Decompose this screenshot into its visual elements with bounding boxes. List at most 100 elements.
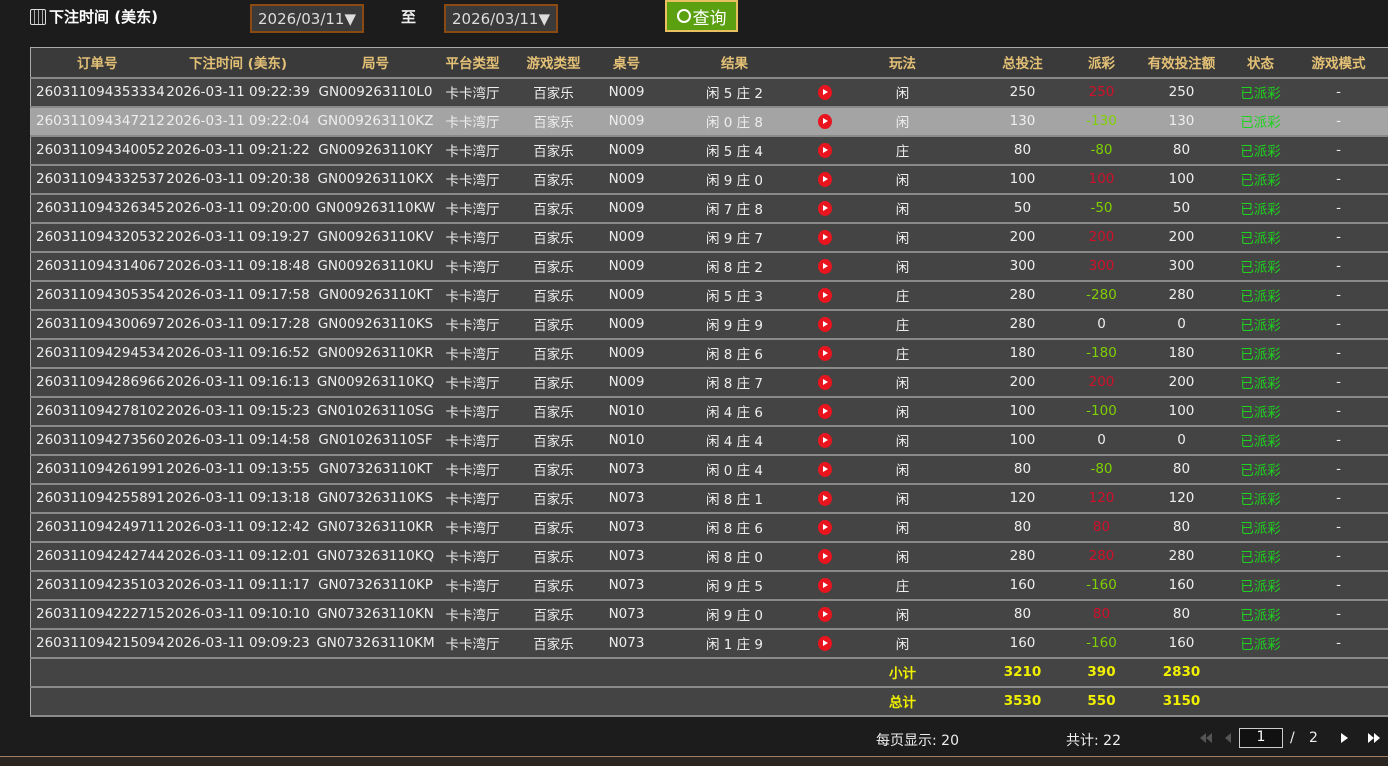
- game-mode: -: [1288, 338, 1388, 369]
- platform: 卡卡湾厅: [438, 251, 507, 282]
- platform: 卡卡湾厅: [438, 425, 507, 456]
- table-row[interactable]: 260311094353334 2026-03-11 09:22:39 GN0092…: [30, 77, 1388, 108]
- replay-cell: [816, 599, 833, 630]
- game-mode: -: [1288, 454, 1388, 485]
- table-row[interactable]: 260311094340052 2026-03-11 09:21:22 GN0092…: [30, 135, 1388, 166]
- order-id: 260311094249711: [30, 512, 164, 543]
- game-mode: -: [1288, 628, 1388, 659]
- table-row[interactable]: 260311094273560 2026-03-11 09:14:58 GN0102…: [30, 425, 1388, 456]
- play-video-icon[interactable]: [817, 345, 832, 361]
- platform: 卡卡湾厅: [438, 309, 507, 340]
- payout: 100: [1072, 164, 1131, 195]
- first-page-icon-b[interactable]: [1206, 733, 1212, 743]
- play-video-icon[interactable]: [817, 229, 832, 245]
- bet-type: 闲: [832, 251, 973, 282]
- bet-type: 闲: [832, 483, 973, 514]
- bet-time: 2026-03-11 09:12:01: [163, 541, 313, 572]
- last-page-icon[interactable]: [1368, 733, 1374, 743]
- play-video-icon[interactable]: [817, 287, 832, 303]
- total-count-label: 共计: 22: [1066, 733, 1121, 749]
- round-id: GN073263110KS: [312, 483, 439, 514]
- play-video-icon[interactable]: [817, 635, 832, 651]
- bet-type: 庄: [832, 280, 973, 311]
- result: 闲 9 庄 0: [652, 164, 817, 195]
- order-id: 260311094340052: [30, 135, 164, 166]
- order-id: 260311094255891: [30, 483, 164, 514]
- play-video-icon[interactable]: [817, 490, 832, 506]
- bet-time: 2026-03-11 09:20:00: [163, 193, 313, 224]
- round-id: GN009263110KU: [312, 251, 439, 282]
- total-bet: 200: [972, 367, 1073, 398]
- table-row[interactable]: 260311094332537 2026-03-11 09:20:38 GN0092…: [30, 164, 1388, 195]
- play-video-icon[interactable]: [817, 171, 832, 187]
- round-id: GN009263110KT: [312, 280, 439, 311]
- table-row[interactable]: 260311094242744 2026-03-11 09:12:01 GN0732…: [30, 541, 1388, 572]
- platform: 卡卡湾厅: [438, 570, 507, 601]
- game-type: 百家乐: [506, 222, 601, 253]
- bet-time: 2026-03-11 09:15:23: [163, 396, 313, 427]
- play-video-icon[interactable]: [817, 200, 832, 216]
- table-row[interactable]: 260311094294534 2026-03-11 09:16:52 GN0092…: [30, 338, 1388, 369]
- game-type: 百家乐: [506, 338, 601, 369]
- total-bet: 250: [972, 77, 1073, 108]
- table-row[interactable]: 260311094300697 2026-03-11 09:17:28 GN0092…: [30, 309, 1388, 340]
- play-video-icon[interactable]: [817, 142, 832, 158]
- table-row[interactable]: 260311094222715 2026-03-11 09:10:10 GN0732…: [30, 599, 1388, 630]
- play-video-icon[interactable]: [817, 519, 832, 535]
- page-input[interactable]: 1: [1239, 728, 1283, 748]
- table-row[interactable]: 260311094255891 2026-03-11 09:13:18 GN0732…: [30, 483, 1388, 514]
- payout: 200: [1072, 222, 1131, 253]
- table-no: N009: [600, 309, 653, 340]
- play-video-icon[interactable]: [817, 548, 832, 564]
- play-video-icon[interactable]: [817, 606, 832, 622]
- table-row[interactable]: 260311094249711 2026-03-11 09:12:42 GN0732…: [30, 512, 1388, 543]
- page-size-label: 每页显示: 20: [876, 733, 959, 749]
- total-bet: 300: [972, 251, 1073, 282]
- platform: 卡卡湾厅: [438, 338, 507, 369]
- next-page-icon[interactable]: [1341, 733, 1348, 743]
- date-from-select[interactable]: 2026/03/11▼: [250, 4, 364, 33]
- subtotal-payout: 390: [1072, 657, 1131, 688]
- table-row[interactable]: 260311094235103 2026-03-11 09:11:17 GN0732…: [30, 570, 1388, 601]
- bet-time: 2026-03-11 09:16:13: [163, 367, 313, 398]
- prev-page-icon[interactable]: [1225, 733, 1231, 743]
- table-row[interactable]: 260311094314067 2026-03-11 09:18:48 GN0092…: [30, 251, 1388, 282]
- last-page-icon-b[interactable]: [1374, 733, 1380, 743]
- play-video-icon[interactable]: [817, 403, 832, 419]
- table-row[interactable]: 260311094278102 2026-03-11 09:15:23 GN0102…: [30, 396, 1388, 427]
- table-row[interactable]: 260311094286966 2026-03-11 09:16:13 GN0092…: [30, 367, 1388, 398]
- replay-cell: [816, 164, 833, 195]
- query-button[interactable]: 查询: [665, 0, 738, 32]
- search-icon: [676, 9, 691, 23]
- subtotal-row: 小计 3210 390 2830: [30, 657, 1388, 688]
- grand-total-row: 总计 3530 550 3150: [30, 686, 1388, 717]
- table-row[interactable]: 260311094320532 2026-03-11 09:19:27 GN0092…: [30, 222, 1388, 253]
- table-row[interactable]: 260311094347212 2026-03-11 09:22:04 GN0092…: [30, 106, 1388, 137]
- game-mode: -: [1288, 570, 1388, 601]
- play-video-icon[interactable]: [817, 84, 832, 100]
- table-row[interactable]: 260311094326345 2026-03-11 09:20:00 GN0092…: [30, 193, 1388, 224]
- play-video-icon[interactable]: [817, 577, 832, 593]
- game-type: 百家乐: [506, 570, 601, 601]
- table-row[interactable]: 260311094215094 2026-03-11 09:09:23 GN0732…: [30, 628, 1388, 659]
- table-row[interactable]: 260311094261991 2026-03-11 09:13:55 GN0732…: [30, 454, 1388, 485]
- game-type: 百家乐: [506, 599, 601, 630]
- order-id: 260311094320532: [30, 222, 164, 253]
- date-to-select[interactable]: 2026/03/11▼: [444, 4, 558, 33]
- order-id: 260311094242744: [30, 541, 164, 572]
- play-video-icon[interactable]: [817, 374, 832, 390]
- status: 已派彩: [1232, 541, 1289, 572]
- play-video-icon[interactable]: [817, 113, 832, 129]
- valid-bet: 280: [1130, 541, 1233, 572]
- page-separator: /: [1290, 730, 1295, 746]
- play-video-icon[interactable]: [817, 316, 832, 332]
- table-row[interactable]: 260311094305354 2026-03-11 09:17:58 GN0092…: [30, 280, 1388, 311]
- column-header: 局号: [312, 47, 439, 79]
- valid-bet: 0: [1130, 309, 1233, 340]
- replay-cell: [816, 251, 833, 282]
- play-video-icon[interactable]: [817, 461, 832, 477]
- first-page-icon[interactable]: [1200, 733, 1206, 743]
- game-mode: -: [1288, 309, 1388, 340]
- play-video-icon[interactable]: [817, 432, 832, 448]
- play-video-icon[interactable]: [817, 258, 832, 274]
